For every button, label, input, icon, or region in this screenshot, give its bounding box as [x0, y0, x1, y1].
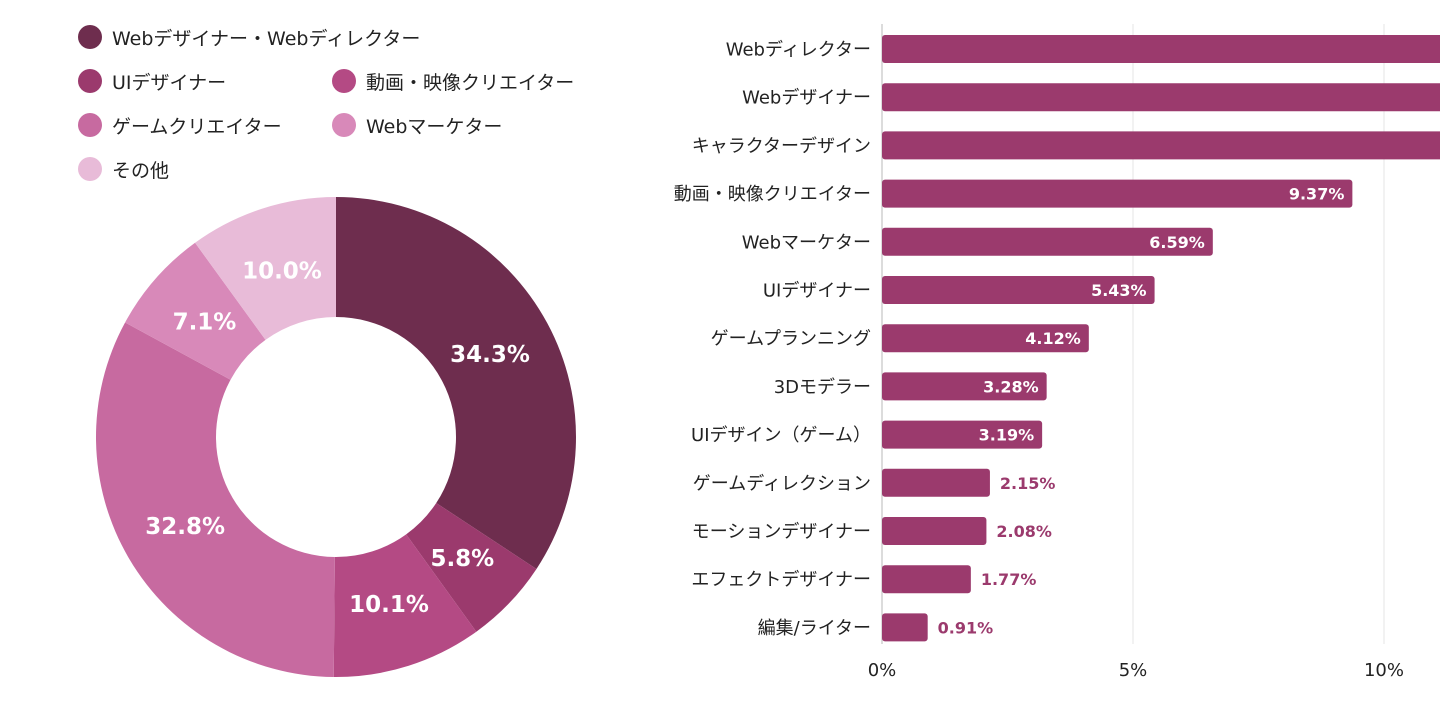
- donut-slice: [195, 197, 336, 340]
- bar-value-label: 3.19%: [979, 426, 1035, 445]
- bar-value-label: 1.77%: [981, 570, 1037, 589]
- category-label: 動画・映像クリエイター: [674, 184, 871, 205]
- x-tick-label: 10%: [1364, 660, 1404, 681]
- slice-value-label: 10.1%: [349, 592, 429, 618]
- x-tick-label: 5%: [1119, 660, 1148, 681]
- bar: [882, 227, 1213, 256]
- category-label: キャラクターデザイン: [692, 136, 871, 157]
- bar-value-label: 3.28%: [983, 377, 1039, 396]
- bar: [882, 420, 1043, 449]
- legend-item: UIデザイナー: [78, 66, 226, 96]
- slice-value-label: 5.8%: [430, 546, 494, 572]
- slice-value-label: 7.1%: [173, 310, 237, 336]
- legend-swatch: [78, 113, 102, 137]
- bar-value-label: 4.12%: [1025, 329, 1081, 348]
- category-label: UIデザイナー: [763, 281, 871, 302]
- donut-slice: [336, 197, 577, 569]
- bar: [882, 517, 987, 545]
- bar: [882, 131, 1440, 160]
- legend-label: ゲームクリエイター: [112, 115, 282, 138]
- category-label: モーションデザイナー: [692, 522, 871, 543]
- bar: [882, 372, 1047, 401]
- bar-value-label: 9.37%: [1289, 185, 1345, 204]
- legend-label: UIデザイナー: [112, 71, 227, 94]
- category-label: エフェクトデザイナー: [691, 570, 871, 591]
- category-label: ゲームプランニング: [711, 329, 871, 350]
- legend-swatch: [332, 113, 356, 137]
- category-label: Webディレクター: [726, 40, 871, 61]
- bar: [882, 35, 1440, 63]
- bar: [882, 468, 990, 497]
- legend-swatch: [78, 69, 102, 93]
- donut-slice: [406, 502, 537, 632]
- x-tick-label: 0%: [868, 660, 897, 681]
- legend-item: 動画・映像クリエイター: [332, 66, 574, 96]
- donut-slice: [333, 534, 477, 677]
- bar-value-label: 2.15%: [1000, 474, 1056, 493]
- category-label: 編集/ライター: [758, 618, 871, 639]
- donut-legend: Webデザイナー・Webディレクター UIデザイナー 動画・映像クリエイターゲームク…: [78, 22, 638, 192]
- donut-slice: [95, 322, 335, 677]
- category-label: UIデザイン（ゲーム）: [691, 425, 871, 446]
- legend-item: その他: [78, 154, 169, 184]
- legend-label: Webマーケター: [366, 115, 503, 138]
- donut-slice: [125, 242, 266, 380]
- bar: [882, 83, 1440, 112]
- legend-swatch: [78, 157, 102, 181]
- donut-chart: 34.3% 5.8%10.1% 32.8% 7.1%10.0%: [95, 197, 577, 677]
- category-label: Webデザイナー: [742, 88, 871, 109]
- legend-label: 動画・映像クリエイター: [366, 71, 575, 94]
- slice-value-label: 32.8%: [145, 514, 225, 540]
- legend-label: Webデザイナー・Webディレクター: [112, 27, 421, 50]
- bar: [882, 324, 1089, 353]
- legend-item: ゲームクリエイター: [78, 110, 282, 140]
- legend-item: Webデザイナー・Webディレクター: [78, 22, 420, 52]
- bar: [882, 565, 971, 594]
- slice-value-label: 34.3%: [450, 342, 530, 368]
- legend-swatch: [332, 69, 356, 93]
- category-label: 3Dモデラー: [774, 377, 871, 398]
- legend-item: Webマーケター: [332, 110, 502, 140]
- category-label: Webマーケター: [742, 232, 871, 253]
- bar: [882, 276, 1155, 304]
- bar: [882, 613, 928, 642]
- bar-value-label: 5.43%: [1091, 281, 1147, 300]
- slice-value-label: 10.0%: [242, 259, 322, 285]
- bar-value-label: 2.08%: [996, 522, 1052, 541]
- legend-swatch: [78, 25, 102, 49]
- bar: [882, 179, 1353, 208]
- category-label: ゲームディレクション: [693, 473, 871, 494]
- bar-value-label: 6.59%: [1149, 233, 1205, 252]
- bar-value-label: 0.91%: [938, 618, 994, 637]
- legend-label: その他: [112, 159, 170, 182]
